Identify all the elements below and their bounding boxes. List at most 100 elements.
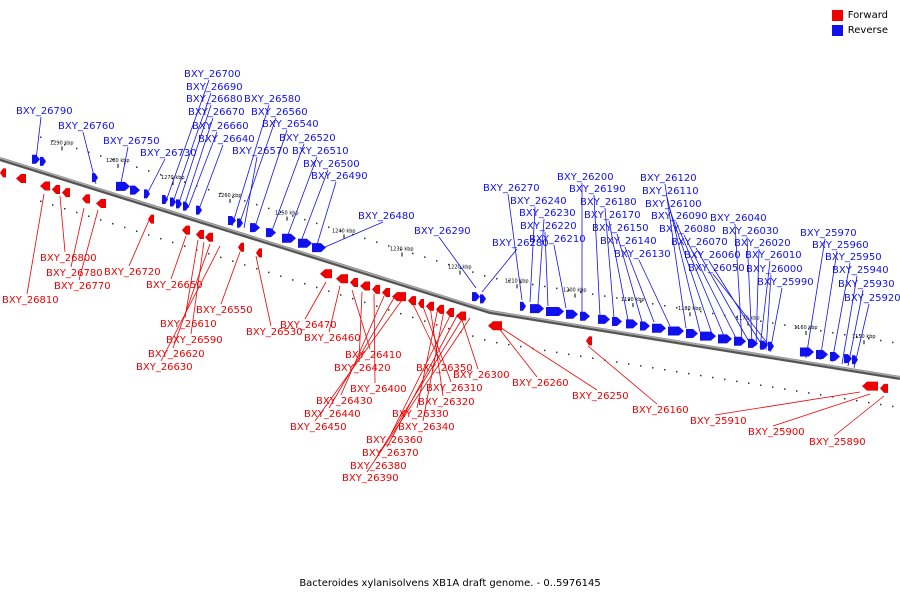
tick-label: 1190 kbp xyxy=(621,297,645,303)
reverse-gene-arrow xyxy=(162,195,168,205)
leader-line xyxy=(853,303,870,369)
scale-dot xyxy=(724,378,726,381)
reverse-gene-label: BXY_26070 xyxy=(671,237,728,248)
leader-line xyxy=(172,243,211,349)
scale-dot xyxy=(544,285,546,288)
scale-dot xyxy=(472,271,474,273)
forward-gene-label: BXY_26390 xyxy=(342,473,399,484)
scale-dot xyxy=(76,211,78,214)
leader-line xyxy=(366,317,471,473)
scale-dot xyxy=(220,192,222,195)
leader-line xyxy=(765,274,772,351)
leader-line xyxy=(231,104,270,227)
reverse-gene-label: BXY_26570 xyxy=(232,146,289,157)
scale-dot xyxy=(712,312,714,315)
reverse-gene-arrow xyxy=(530,304,544,314)
forward-gene-label: BXY_26720 xyxy=(104,267,161,278)
forward-gene-label: BXY_26360 xyxy=(366,435,423,446)
forward-gene-label: BXY_26590 xyxy=(166,335,223,346)
leader-line xyxy=(712,273,769,345)
scale-dot xyxy=(280,275,282,277)
leader-line xyxy=(819,250,838,361)
reverse-gene-label: BXY_26500 xyxy=(303,159,360,170)
leader-line xyxy=(220,251,241,305)
scale-dot xyxy=(412,252,414,255)
reverse-gene-arrow xyxy=(612,316,622,326)
leader-line xyxy=(237,117,277,229)
leader-line xyxy=(805,238,826,359)
scale-dot xyxy=(208,188,210,191)
forward-gene-label: BXY_26400 xyxy=(350,384,407,395)
reverse-gene-arrow xyxy=(40,156,46,166)
scale-dot xyxy=(568,289,570,292)
scale-dot xyxy=(208,252,210,255)
scale-dot xyxy=(700,374,702,377)
leader-line xyxy=(507,193,523,301)
leader-line xyxy=(128,217,151,267)
leader-line xyxy=(746,236,753,345)
scale-dot xyxy=(628,363,630,365)
forward-gene-label: BXY_26530 xyxy=(246,327,303,338)
scale-dot xyxy=(40,200,42,202)
scale-dot xyxy=(364,301,366,304)
reverse-gene-label: BXY_26120 xyxy=(640,173,697,184)
forward-gene-arrow xyxy=(382,288,390,298)
scale-dot xyxy=(832,396,834,398)
scale-dot xyxy=(664,305,666,307)
leader-line xyxy=(714,391,861,416)
scale-dot xyxy=(676,370,678,373)
reverse-gene-label: BXY_26480 xyxy=(358,211,415,222)
forward-gene-label: BXY_26460 xyxy=(304,333,361,344)
scale-dot xyxy=(64,143,66,146)
leader-line xyxy=(529,206,536,303)
reverse-gene-label: BXY_25990 xyxy=(757,277,814,288)
reverse-gene-label: BXY_26270 xyxy=(483,183,540,194)
reverse-gene-arrow xyxy=(640,321,650,331)
reverse-gene-label: BXY_26130 xyxy=(614,249,671,260)
tick-label: 1270 kbp xyxy=(161,175,185,181)
forward-gene-arrow xyxy=(456,311,466,321)
reverse-gene-label: BXY_26030 xyxy=(722,226,779,237)
forward-gene-arrow xyxy=(52,184,60,194)
scale-dot xyxy=(772,322,774,324)
scale-dot xyxy=(616,361,618,363)
reverse-gene-label: BXY_26020 xyxy=(734,238,791,249)
scale-dot xyxy=(856,399,858,402)
scale-dot xyxy=(700,310,702,313)
leader-line xyxy=(78,209,99,281)
forward-gene-arrow xyxy=(256,248,262,258)
scale-dot xyxy=(676,306,678,309)
scale-dot xyxy=(808,392,810,394)
tick-label: 1180 kbp xyxy=(678,306,702,312)
leader-line xyxy=(269,143,305,237)
reverse-gene-label: BXY_26670 xyxy=(188,107,245,118)
scale-dot xyxy=(856,335,858,338)
reverse-gene-label: BXY_26180 xyxy=(580,197,637,208)
forward-gene-arrow xyxy=(392,292,406,302)
scale-dots xyxy=(40,136,894,408)
reverse-gene-label: BXY_26510 xyxy=(292,146,349,157)
scale-dot xyxy=(340,230,342,232)
scale-dot xyxy=(556,287,558,290)
scale-dot xyxy=(520,281,522,284)
backbone-highlight xyxy=(0,157,900,378)
forward-gene-label: BXY_26620 xyxy=(148,349,205,360)
scale-dot xyxy=(772,386,774,388)
legend: Forward Reverse xyxy=(831,8,888,38)
label-leader-lines xyxy=(26,79,885,473)
scale-dot xyxy=(400,248,402,251)
scale-dot xyxy=(640,365,642,367)
scale-dot xyxy=(316,222,318,225)
reverse-gene-arrow xyxy=(598,314,610,324)
forward-gene-label: BXY_26650 xyxy=(146,280,203,291)
scale-dot xyxy=(52,204,54,206)
forward-gene-arrow xyxy=(148,214,154,224)
scale-dot xyxy=(808,328,810,330)
tick-label: 1250 kbp xyxy=(275,211,299,217)
reverse-gene-label: BXY_26760 xyxy=(58,121,115,132)
scale-dot xyxy=(220,256,222,259)
reverse-gene-label: BXY_26730 xyxy=(140,148,197,159)
forward-gene-label: BXY_26630 xyxy=(136,362,193,373)
scale-dot xyxy=(556,351,558,354)
forward-gene-arrow xyxy=(320,269,332,279)
